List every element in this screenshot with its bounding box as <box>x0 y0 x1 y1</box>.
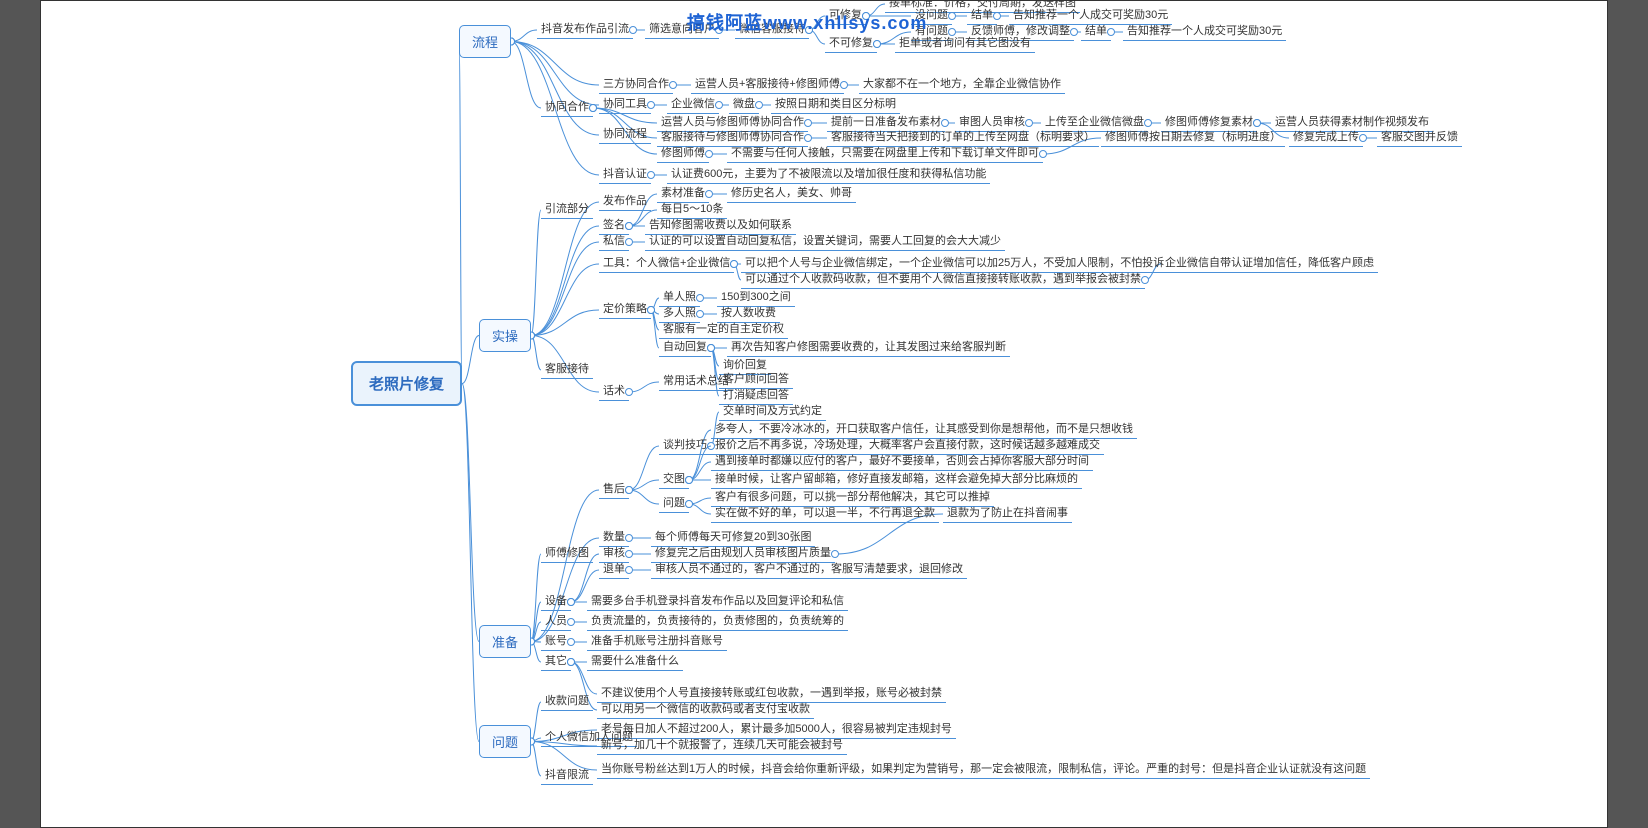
leaf-node[interactable]: 不需要与任何人接触，只需要在网盘里上传和下载订单文件即可 <box>727 145 1043 163</box>
branch-b_flow[interactable]: 流程 <box>459 25 511 58</box>
leaf-node[interactable]: 账号 <box>541 633 571 651</box>
leaf-node[interactable]: 售后 <box>599 481 629 499</box>
leaf-node[interactable]: 人员 <box>541 613 571 631</box>
leaf-node[interactable]: 需要什么准备什么 <box>587 653 683 671</box>
leaf-node[interactable]: 准备手机账号注册抖音账号 <box>587 633 727 651</box>
leaf-node[interactable]: 修复完成上传 <box>1289 129 1363 147</box>
leaf-node[interactable]: 可以通过个人收款码收款，但不要用个人微信直接接转账收款，遇到举报会被封禁 <box>741 271 1145 289</box>
watermark: 搞钱阿蓝www.xhllsys.com <box>687 9 927 35</box>
branch-b_issue[interactable]: 问题 <box>479 725 531 758</box>
app-frame: 搞钱阿蓝www.xhllsys.com 老照片修复 流程实操准备问题抖音发布作品… <box>0 0 1648 828</box>
leaf-node[interactable]: 交单时间及方式约定 <box>719 403 826 421</box>
leaf-node[interactable]: 修图师傅 <box>657 145 709 163</box>
leaf-node[interactable]: 当你账号粉丝达到1万人的时候，抖音会给你重新评级，如果判定为营销号，那一定会被限… <box>597 761 1370 779</box>
leaf-node[interactable]: 遇到接单时都嫌以应付的客户，最好不要接单，否则会占掉你客服大部分时间 <box>711 453 1093 471</box>
leaf-node[interactable]: 认证费600元，主要为了不被限流以及增加很任度和获得私信功能 <box>667 166 990 184</box>
leaf-node[interactable]: 三方协同合作 <box>599 76 673 94</box>
leaf-node[interactable]: 师傅修图 <box>541 545 593 563</box>
leaf-node[interactable]: 抖音限流 <box>541 767 593 785</box>
leaf-node[interactable]: 自动回复 <box>659 339 711 357</box>
leaf-node[interactable]: 定价策略 <box>599 301 651 319</box>
leaf-node[interactable]: 抖音认证 <box>599 166 651 184</box>
leaf-node[interactable]: 审核人员不通过的，客户不通过的，客服写清楚要求，退回修改 <box>651 561 967 579</box>
gutter-left <box>0 0 40 828</box>
branch-b_prep[interactable]: 准备 <box>479 625 531 658</box>
leaf-node[interactable]: 企业微信自带认证增加信任，降低客户顾虑 <box>1161 255 1378 273</box>
leaf-node[interactable]: 协同合作 <box>541 99 593 117</box>
leaf-node[interactable]: 收款问题 <box>541 693 593 711</box>
leaf-node[interactable]: 工具：个人微信+企业微信 <box>599 255 734 273</box>
leaf-node[interactable]: 客服接待 <box>541 361 593 379</box>
leaf-node[interactable]: 谈判技巧 <box>659 437 711 455</box>
leaf-node[interactable]: 抖音发布作品引流 <box>537 21 633 39</box>
leaf-node[interactable]: 协同工具 <box>599 96 651 114</box>
root-node[interactable]: 老照片修复 <box>351 361 462 406</box>
leaf-node[interactable]: 需要多台手机登录抖音发布作品以及回复评论和私信 <box>587 593 848 611</box>
leaf-node[interactable]: 大家都不在一个地方，全靠企业微信协作 <box>859 76 1065 94</box>
leaf-node[interactable]: 结单 <box>1081 23 1111 41</box>
branch-b_oper[interactable]: 实操 <box>479 319 531 352</box>
leaf-node[interactable]: 再次告知客户修图需要收费的，让其发图过来给客服判断 <box>727 339 1010 357</box>
leaf-node[interactable]: 认证的可以设置自动回复私信，设置关键词，需要人工回复的会大大减少 <box>645 233 1005 251</box>
leaf-node[interactable]: 负责流量的，负责接待的，负责修图的，负责统筹的 <box>587 613 848 631</box>
leaf-node[interactable]: 私信 <box>599 233 629 251</box>
leaf-node[interactable]: 新号，加几十个就报警了，连续几天可能会被封号 <box>597 737 847 755</box>
leaf-node[interactable]: 微盘 <box>729 96 759 114</box>
leaf-node[interactable]: 交图 <box>659 471 689 489</box>
leaf-node[interactable]: 发布作品 <box>599 193 651 211</box>
leaf-node[interactable]: 其它 <box>541 653 571 671</box>
leaf-node[interactable]: 可以用另一个微信的收款码或者支付宝收款 <box>597 701 814 719</box>
leaf-node[interactable]: 修历史名人，美女、帅哥 <box>727 185 856 203</box>
leaf-node[interactable]: 客服交图并反馈 <box>1377 129 1462 147</box>
leaf-node[interactable]: 告知推荐一个人成交可奖励30元 <box>1123 23 1286 41</box>
leaf-node[interactable]: 运营人员+客服接待+修图师傅 <box>691 76 844 94</box>
leaf-node[interactable]: 修图师傅按日期去修复（标明进度） <box>1101 129 1285 147</box>
leaf-node[interactable]: 企业微信 <box>667 96 719 114</box>
leaf-node[interactable]: 接单时候，让客户留邮箱，修好直接发邮箱，这样会避免掉大部分比麻烦的 <box>711 471 1082 489</box>
leaf-node[interactable]: 引流部分 <box>541 201 593 219</box>
leaf-node[interactable]: 设备 <box>541 593 571 611</box>
leaf-node[interactable]: 客服有一定的自主定价权 <box>659 321 788 339</box>
leaf-node[interactable]: 拒单或者询问有其它图没有 <box>895 35 1035 53</box>
leaf-node[interactable]: 实在做不好的单，可以退一半，不行再退全款 <box>711 505 939 523</box>
leaf-node[interactable]: 话术 <box>599 383 629 401</box>
leaf-node[interactable]: 退单 <box>599 561 629 579</box>
leaf-node[interactable]: 协同流程 <box>599 126 651 144</box>
gutter-right <box>1608 0 1648 828</box>
watermark-en: www.xhllsys.com <box>763 13 927 33</box>
leaf-node[interactable]: 不可修复 <box>825 35 877 53</box>
leaf-node[interactable]: 按照日期和类目区分标明 <box>771 96 900 114</box>
watermark-cn: 搞钱阿蓝 <box>687 13 763 33</box>
leaf-node[interactable]: 退款为了防止在抖音闹事 <box>943 505 1072 523</box>
leaf-node[interactable]: 问题 <box>659 495 689 513</box>
mindmap-canvas[interactable]: 搞钱阿蓝www.xhllsys.com 老照片修复 流程实操准备问题抖音发布作品… <box>40 0 1608 828</box>
